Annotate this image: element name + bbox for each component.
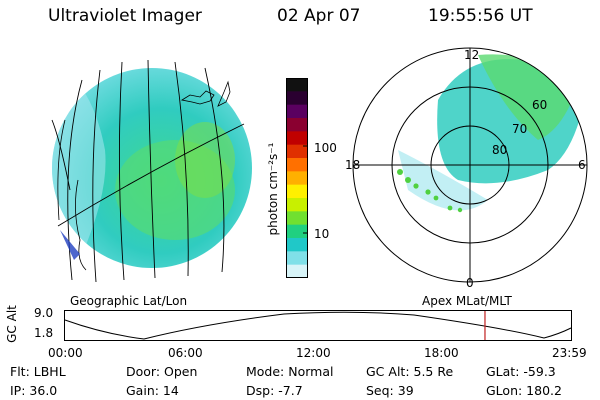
colorbar-stripe (286, 184, 308, 199)
colorbar-stripe (286, 131, 308, 146)
instrument-title: Ultraviolet Imager (48, 6, 202, 26)
mlt-label-12: 12 (464, 48, 480, 62)
mlat-label-70: 70 (512, 122, 528, 136)
colorbar-stripe (286, 91, 308, 106)
altitude-xtick-0600: 06:00 (168, 346, 203, 360)
colorbar (286, 78, 308, 278)
mlt-label-0: 0 (466, 276, 474, 290)
colorbar-stripe (286, 211, 308, 226)
colorbar-stripe (286, 158, 308, 172)
altitude-xtick-1200: 12:00 (296, 346, 331, 360)
colorbar-stripe (286, 238, 308, 252)
gc-alt-info: GC Alt: 5.5 Re (366, 364, 454, 379)
colorbar-tick-100: 100 (314, 141, 337, 155)
altitude-plot (64, 310, 572, 341)
altitude-ytick-1-8: 1.8 (34, 326, 54, 340)
polar-mlat-mlt-panel (352, 47, 588, 283)
glat-info: GLat: -59.3 (486, 364, 556, 379)
seq-info: Seq: 39 (366, 383, 414, 398)
time-label: 19:55:56 UT (428, 6, 533, 26)
mlat-label-60: 60 (532, 98, 548, 112)
colorbar-stripe (286, 144, 308, 159)
polar-caption: Apex MLat/MLT (422, 294, 512, 308)
colorbar-stripe (286, 251, 308, 266)
door-info: Door: Open (126, 364, 198, 379)
gain-info: Gain: 14 (126, 383, 179, 398)
mlat-label-80: 80 (492, 143, 508, 157)
colorbar-stripe (286, 171, 308, 186)
colorbar-stripe (286, 104, 308, 119)
altitude-xtick-1800: 18:00 (424, 346, 459, 360)
date-label: 02 Apr 07 (277, 6, 361, 26)
colorbar-tick-10: 10 (314, 227, 330, 241)
mlt-label-6: 6 (578, 158, 586, 172)
glon-info: GLon: 180.2 (486, 383, 562, 398)
colorbar-stripe (286, 198, 308, 212)
colorbar-stripe (286, 264, 308, 278)
colorbar-stripe (286, 224, 308, 239)
ip-info: IP: 36.0 (10, 383, 58, 398)
mode-info: Mode: Normal (246, 364, 334, 379)
filter-info: Flt: LBHL (10, 364, 66, 379)
dsp-info: Dsp: -7.7 (246, 383, 303, 398)
altitude-xtick-2359: 23:59 (552, 346, 587, 360)
altitude-xtick-0000: 00:00 (48, 346, 83, 360)
altitude-ylabel: GC Alt (5, 305, 19, 343)
geographic-caption: Geographic Lat/Lon (70, 294, 188, 308)
altitude-ytick-9: 9.0 (34, 306, 54, 320)
mlt-label-18: 18 (345, 158, 361, 172)
colorbar-stripe (286, 78, 308, 92)
colorbar-stripe (286, 118, 308, 132)
colorbar-unit-label: photon cm⁻²s⁻¹ (266, 142, 280, 236)
geographic-image-panel (51, 59, 252, 283)
